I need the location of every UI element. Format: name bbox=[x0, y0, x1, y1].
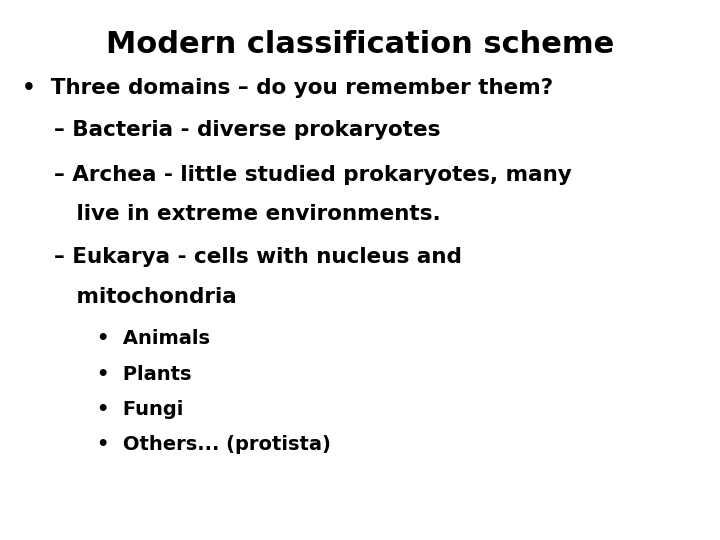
Text: live in extreme environments.: live in extreme environments. bbox=[54, 204, 441, 224]
Text: – Archea - little studied prokaryotes, many: – Archea - little studied prokaryotes, m… bbox=[54, 165, 572, 185]
Text: •  Others... (protista): • Others... (protista) bbox=[97, 435, 331, 454]
Text: •  Fungi: • Fungi bbox=[97, 400, 184, 419]
Text: •  Animals: • Animals bbox=[97, 329, 210, 348]
Text: – Eukarya - cells with nucleus and: – Eukarya - cells with nucleus and bbox=[54, 247, 462, 267]
Text: mitochondria: mitochondria bbox=[54, 287, 237, 307]
Text: Modern classification scheme: Modern classification scheme bbox=[106, 30, 614, 59]
Text: – Bacteria - diverse prokaryotes: – Bacteria - diverse prokaryotes bbox=[54, 120, 441, 140]
Text: •  Three domains – do you remember them?: • Three domains – do you remember them? bbox=[22, 78, 553, 98]
Text: •  Plants: • Plants bbox=[97, 364, 192, 383]
